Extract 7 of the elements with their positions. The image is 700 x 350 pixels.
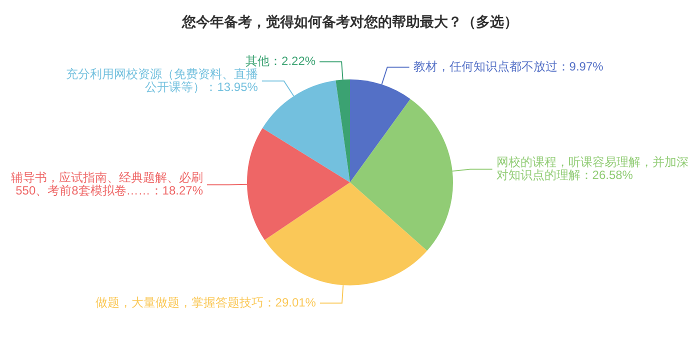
- slice-label: 充分利用网校资源（免费资料、直播公开课等）：13.95%: [66, 66, 258, 94]
- slice-label: 网校的课程，听课容易理解，并加深对知识点的理解：26.58%: [496, 155, 688, 182]
- slice-label: 其他：2.22%: [246, 54, 316, 68]
- slice-label: 辅导书，应试指南、经典题解、必刷550、考前8套模拟卷……：18.27%: [11, 170, 204, 198]
- slice-label: 教材，任何知识点都不放过：9.97%: [413, 60, 604, 74]
- slice-label: 做题，大量做题，掌握答题技巧：29.01%: [95, 295, 316, 310]
- chart-title: 您今年备考，觉得如何备考对您的帮助最大？（多选）: [181, 13, 518, 30]
